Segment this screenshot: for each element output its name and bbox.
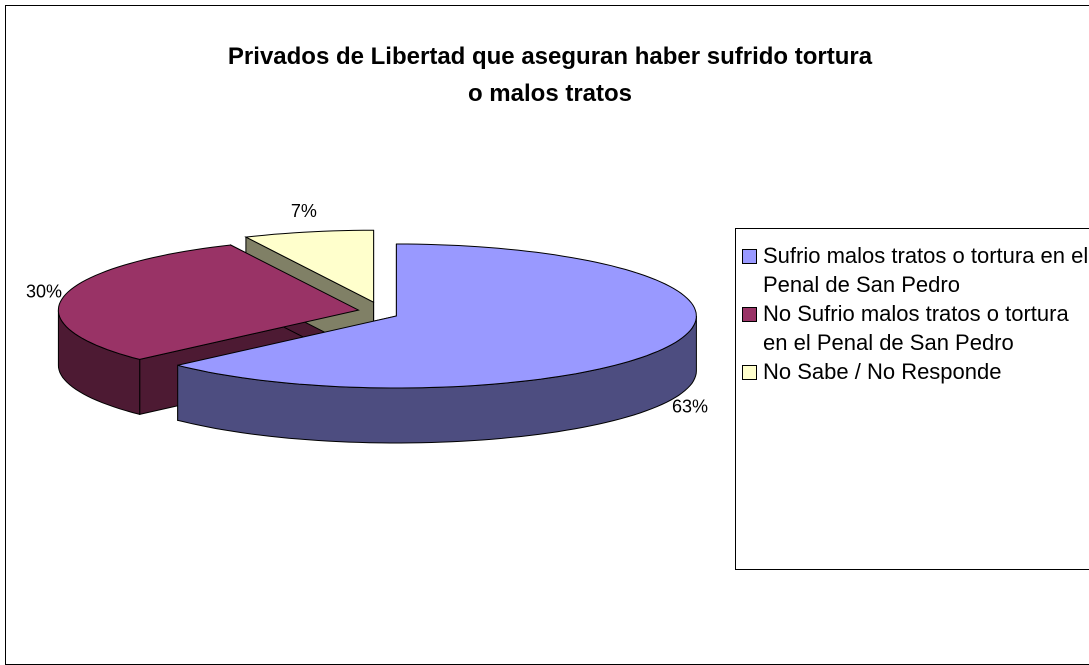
legend-item: Sufrio malos tratos o tortura en el Pena… xyxy=(742,241,1089,299)
legend-swatch xyxy=(742,249,757,264)
legend-label: No Sabe / No Responde xyxy=(763,359,1002,384)
legend-item: No Sufrio malos tratos o tortura en el P… xyxy=(742,299,1089,357)
legend-swatch xyxy=(742,307,757,322)
slice xyxy=(177,243,697,389)
data-label: 7% xyxy=(291,201,317,221)
legend: Sufrio malos tratos o tortura en el Pena… xyxy=(735,228,1089,570)
legend-swatch xyxy=(742,365,757,380)
legend-label: No Sufrio malos tratos o tortura en el P… xyxy=(763,301,1069,355)
slice xyxy=(57,244,360,360)
legend-item: No Sabe / No Responde xyxy=(742,357,1089,386)
chart-title: Privados de Libertad que aseguran haber … xyxy=(227,43,873,107)
legend-label: Sufrio malos tratos o tortura en el Pena… xyxy=(763,243,1089,297)
data-label: 63% xyxy=(672,396,708,416)
data-label: 30% xyxy=(26,282,62,302)
slice xyxy=(244,229,375,304)
